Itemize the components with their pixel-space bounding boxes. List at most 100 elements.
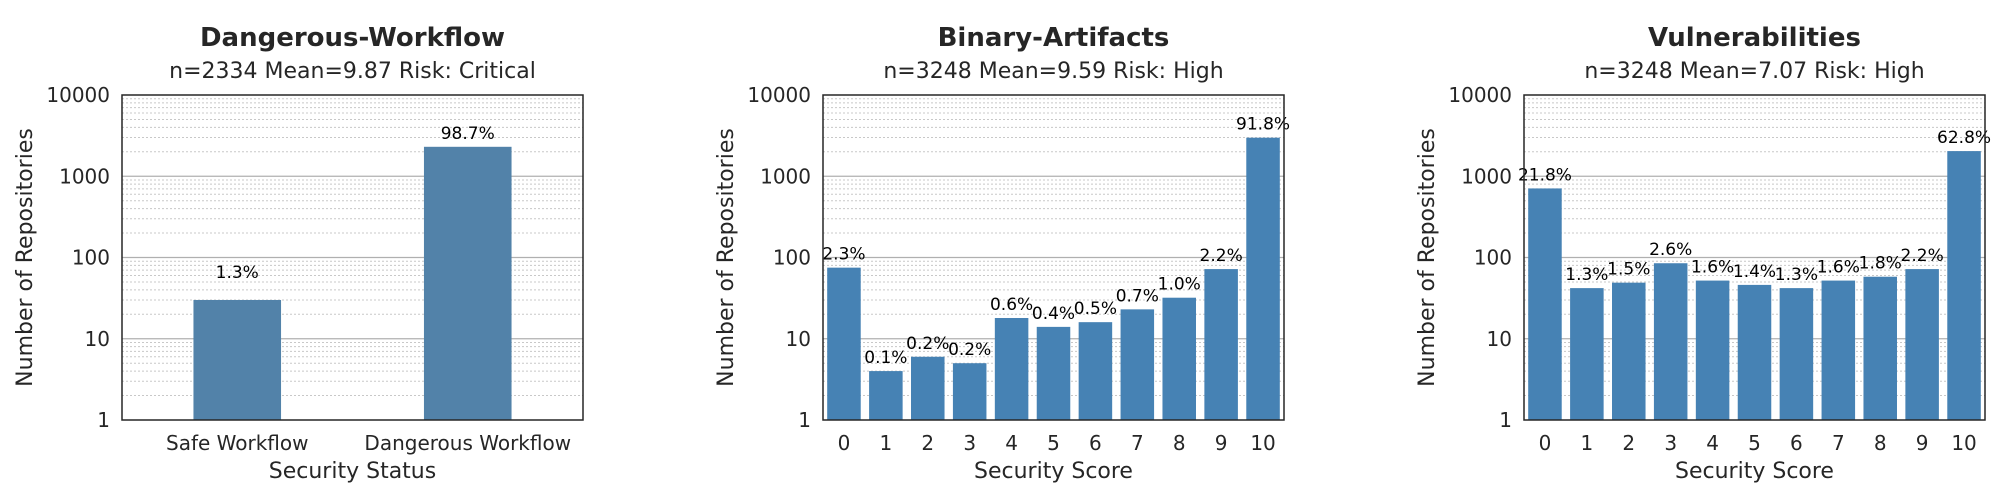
bar-2: [911, 356, 945, 420]
bar-safe-workflow: [193, 299, 282, 420]
bar-4: [1695, 280, 1730, 420]
data-label: 1.6%: [1691, 258, 1734, 278]
y-tick-label: 10: [85, 327, 110, 351]
x-axis-label: Security Score: [974, 459, 1133, 484]
data-label: 1.3%: [1775, 265, 1818, 285]
axes-frame: [1523, 94, 1986, 421]
data-label: 0.7%: [1116, 286, 1159, 306]
data-label: 1.3%: [216, 263, 259, 283]
y-tick-label: 1: [798, 408, 811, 432]
x-tick-label: 7: [1832, 431, 1845, 455]
x-tick-label: 8: [1173, 431, 1186, 455]
bar-2: [1612, 282, 1646, 420]
data-label: 2.2%: [1200, 246, 1243, 266]
x-tick-label: 2: [921, 431, 934, 455]
bar-3: [952, 363, 987, 420]
bar-8: [1162, 297, 1196, 420]
x-tick-label: 4: [1706, 431, 1719, 455]
bar-10: [1947, 151, 1981, 421]
bar-dangerous-workflow: [423, 146, 512, 421]
data-label: 1.6%: [1817, 258, 1860, 278]
x-tick-label: 3: [1664, 431, 1677, 455]
x-tick-label: 8: [1874, 431, 1887, 455]
y-tick-label: 10: [786, 327, 811, 351]
y-tick-label: 100: [1474, 246, 1512, 270]
x-axis-label: Security Status: [269, 459, 436, 484]
chart-panel-2: 1 10 100 1000 10000 21.8% 0 1.3% 1 1.5% 2 2.6% 3 1.6%…: [1415, 23, 1991, 484]
y-tick-label: 1000: [760, 164, 811, 188]
data-label: 62.8%: [1937, 128, 1991, 148]
axes-frame: [822, 94, 1285, 421]
y-tick-label: 10000: [1448, 83, 1512, 107]
x-tick-label: 3: [963, 431, 976, 455]
data-label: 91.8%: [1236, 115, 1290, 135]
data-label: 0.5%: [1074, 299, 1117, 319]
bar-6: [1078, 322, 1113, 420]
x-tick-label: 6: [1089, 431, 1102, 455]
data-label: 1.5%: [1607, 260, 1650, 280]
bar-9: [1204, 269, 1238, 420]
data-label: 2.6%: [1649, 240, 1692, 260]
data-label: 1.3%: [1565, 265, 1608, 285]
bar-7: [1120, 309, 1155, 420]
x-tick-label: 4: [1005, 431, 1018, 455]
bar-6: [1779, 288, 1814, 420]
x-tick-label: 10: [1250, 431, 1275, 455]
x-tick-label: 5: [1748, 431, 1761, 455]
chart-title: Vulnerabilities: [1648, 23, 1861, 53]
x-tick-label: 1: [879, 431, 892, 455]
data-label: 0.2%: [906, 334, 949, 354]
bar-1: [869, 371, 903, 420]
y-axis-label: Number of Repositories: [1415, 128, 1440, 387]
y-axis-label: Number of Repositories: [13, 128, 38, 387]
data-label: 1.8%: [1859, 254, 1902, 274]
data-label: 0.1%: [864, 348, 907, 368]
data-label: 21.8%: [1518, 165, 1572, 185]
x-tick-label: 7: [1131, 431, 1144, 455]
x-tick-label: Dangerous Workflow: [364, 431, 571, 455]
x-tick-label: 5: [1047, 431, 1060, 455]
data-label: 1.0%: [1158, 275, 1201, 295]
x-tick-label: 2: [1622, 431, 1635, 455]
chart-panel-1: 1 10 100 1000 10000 2.3% 0 0.1% 1 0.2% 2 0.2% 3 0.6% 4…: [714, 23, 1290, 484]
y-tick-label: 10000: [46, 83, 110, 107]
y-tick-label: 1000: [1461, 164, 1512, 188]
bar-8: [1863, 276, 1897, 420]
y-tick-label: 1: [1499, 408, 1512, 432]
x-tick-label: 9: [1916, 431, 1929, 455]
bar-1: [1570, 288, 1604, 420]
x-tick-label: 0: [1539, 431, 1552, 455]
data-label: 98.7%: [441, 124, 495, 144]
data-label: 0.2%: [948, 340, 991, 360]
x-axis-label: Security Score: [1675, 459, 1834, 484]
y-tick-label: 1: [97, 408, 110, 432]
chart-title: Dangerous-Workflow: [200, 23, 505, 53]
x-tick-label: 6: [1790, 431, 1803, 455]
bar-0: [1528, 188, 1562, 420]
chart-subtitle: n=3248 Mean=9.59 Risk: High: [883, 59, 1223, 84]
bar-9: [1905, 269, 1939, 420]
bar-5: [1036, 326, 1071, 420]
chart-subtitle: n=3248 Mean=7.07 Risk: High: [1584, 59, 1924, 84]
bar-7: [1821, 280, 1856, 420]
y-tick-label: 10000: [747, 83, 811, 107]
data-label: 0.4%: [1032, 304, 1075, 324]
y-tick-label: 1000: [59, 164, 110, 188]
bar-5: [1737, 284, 1772, 420]
x-tick-label: Safe Workflow: [166, 431, 309, 455]
bar-4: [994, 318, 1029, 420]
y-tick-label: 10: [1487, 327, 1512, 351]
bar-3: [1653, 263, 1688, 420]
chart-panel-0: 1 10 100 1000 10000 1.3% Safe Workflow 98.7% Dan…: [13, 23, 584, 484]
x-tick-label: 0: [838, 431, 851, 455]
y-tick-label: 100: [72, 246, 110, 270]
bar-10: [1246, 137, 1280, 420]
data-label: 1.4%: [1733, 262, 1776, 282]
data-label: 2.2%: [1901, 246, 1944, 266]
axes-frame: [121, 94, 584, 421]
x-tick-label: 9: [1215, 431, 1228, 455]
bar-0: [827, 267, 861, 420]
chart-subtitle: n=2334 Mean=9.87 Risk: Critical: [169, 59, 536, 84]
data-label: 0.6%: [990, 295, 1033, 315]
